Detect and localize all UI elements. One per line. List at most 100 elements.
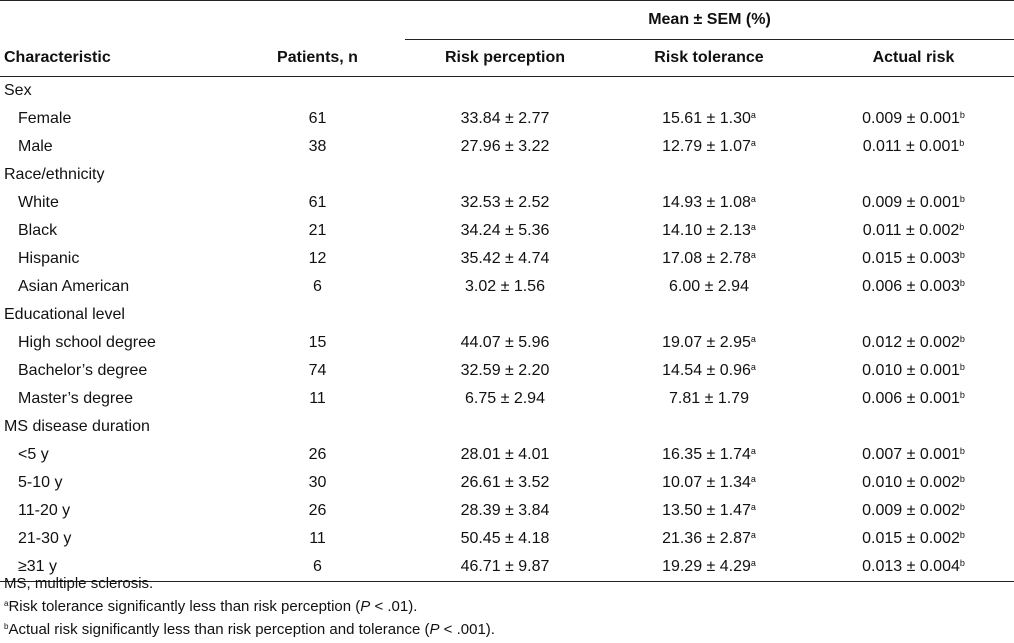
row-label: 5-10 y (0, 469, 230, 497)
risk-perception-value: 28.39 ± 3.84 (405, 497, 605, 525)
risk-tolerance-value-footnote-mark: a (750, 474, 756, 484)
table-row: 11-20 y 26 28.39 ± 3.84 13.50 ± 1.47a 0.009 … (0, 497, 1014, 525)
empty-cell (813, 161, 1014, 189)
category-label-text: Sex (4, 82, 32, 99)
risk-perception-value-text: 26.61 ± 3.52 (460, 474, 550, 491)
risk-tolerance-value-footnote-mark: a (750, 362, 756, 372)
table-row: Bachelor’s degree 74 32.59 ± 2.20 14.54 ± 0… (0, 357, 1014, 385)
risk-tolerance-value-footnote-mark: a (750, 194, 756, 204)
footnote-a: aRisk tolerance significantly less than … (4, 595, 495, 618)
row-label-text: <5 y (18, 446, 49, 463)
risk-tolerance-value: 16.35 ± 1.74a (605, 441, 813, 469)
column-header-characteristic: Characteristic (0, 39, 230, 77)
risk-tolerance-value-footnote-mark: a (750, 558, 756, 568)
actual-risk-value-footnote-mark: b (959, 530, 965, 540)
risk-tolerance-value: 14.54 ± 0.96a (605, 357, 813, 385)
risk-tolerance-value-footnote-mark: a (750, 334, 756, 344)
category-row: Race/ethnicity (0, 161, 1014, 189)
category-row: Sex (0, 77, 1014, 106)
risk-tolerance-value: 19.07 ± 2.95a (605, 329, 813, 357)
risk-tolerance-value-footnote-mark: a (750, 250, 756, 260)
footnote-a-p: P (360, 598, 371, 615)
actual-risk-value: 0.010 ± 0.001b (813, 357, 1014, 385)
actual-risk-value: 0.009 ± 0.001b (813, 105, 1014, 133)
patients-count: 30 (230, 469, 405, 497)
row-label-text: 21-30 y (18, 530, 72, 547)
risk-perception-value: 3.02 ± 1.56 (405, 273, 605, 301)
empty-cell (605, 413, 813, 441)
category-label-text: Race/ethnicity (4, 166, 105, 183)
risk-tolerance-value-footnote-mark: a (750, 446, 756, 456)
table-row: <5 y 26 28.01 ± 4.01 16.35 ± 1.74a 0.007 ± 0… (0, 441, 1014, 469)
table-row: ≥31 y 6 46.71 ± 9.87 19.29 ± 4.29a 0.013 ± 0… (0, 553, 1014, 582)
footnote-a-tail: < .01). (370, 598, 418, 615)
row-label: Male (0, 133, 230, 161)
risk-perception-value: 33.84 ± 2.77 (405, 105, 605, 133)
actual-risk-value: 0.015 ± 0.003b (813, 245, 1014, 273)
row-label: Black (0, 217, 230, 245)
footnote-b-p: P (429, 621, 440, 638)
risk-tolerance-value: 13.50 ± 1.47a (605, 497, 813, 525)
table-row: Asian American 6 3.02 ± 1.56 6.00 ± 2.94 0.0… (0, 273, 1014, 301)
actual-risk-value: 0.006 ± 0.003b (813, 273, 1014, 301)
empty-cell (230, 301, 405, 329)
row-label: <5 y (0, 441, 230, 469)
risk-perception-value-text: 33.84 ± 2.77 (460, 110, 550, 127)
patients-count: 11 (230, 525, 405, 553)
risk-perception-value: 34.24 ± 5.36 (405, 217, 605, 245)
table-row: Female 61 33.84 ± 2.77 15.61 ± 1.30a 0.009 ±… (0, 105, 1014, 133)
row-label: Female (0, 105, 230, 133)
actual-risk-value-footnote-mark: b (959, 362, 965, 372)
row-label-text: Black (18, 222, 58, 239)
risk-tolerance-value-text: 14.54 ± 0.96 (662, 362, 751, 379)
actual-risk-value: 0.007 ± 0.001b (813, 441, 1014, 469)
risk-tolerance-value: 15.61 ± 1.30a (605, 105, 813, 133)
actual-risk-value-footnote-mark: b (959, 558, 965, 568)
patients-count: 26 (230, 497, 405, 525)
risk-perception-value: 27.96 ± 3.22 (405, 133, 605, 161)
patients-count-text: 38 (308, 138, 327, 155)
row-label-text: Master’s degree (18, 390, 134, 407)
patients-count: 61 (230, 189, 405, 217)
column-header-risk-perception: Risk perception (405, 39, 605, 77)
category-row: Educational level (0, 301, 1014, 329)
patients-count-text: 6 (313, 278, 322, 295)
row-label: White (0, 189, 230, 217)
table-row: Hispanic 12 35.42 ± 4.74 17.08 ± 2.78a 0.015… (0, 245, 1014, 273)
table-row: 5-10 y 30 26.61 ± 3.52 10.07 ± 1.34a 0.010 ±… (0, 469, 1014, 497)
row-label-text: Asian American (18, 278, 130, 295)
row-label: Hispanic (0, 245, 230, 273)
table-row: Male 38 27.96 ± 3.22 12.79 ± 1.07a 0.011 ± 0… (0, 133, 1014, 161)
patients-count-text: 15 (308, 334, 327, 351)
risk-tolerance-value-text: 19.29 ± 4.29 (662, 558, 751, 575)
row-label-text: 11-20 y (18, 502, 71, 519)
risk-perception-value-text: 27.96 ± 3.22 (460, 138, 550, 155)
footnote-abbreviation: MS, multiple sclerosis. (4, 575, 154, 592)
empty-cell (813, 301, 1014, 329)
risk-tolerance-value: 7.81 ± 1.79 (605, 385, 813, 413)
actual-risk-value-text: 0.006 ± 0.001 (862, 390, 960, 407)
actual-risk-value: 0.015 ± 0.002b (813, 525, 1014, 553)
risk-perception-value: 50.45 ± 4.18 (405, 525, 605, 553)
patients-count: 26 (230, 441, 405, 469)
column-header-risk-tolerance: Risk tolerance (605, 39, 813, 77)
patients-count-text: 61 (308, 194, 327, 211)
risk-tolerance-value-footnote-mark: a (750, 138, 756, 148)
risk-tolerance-value-text: 12.79 ± 1.07 (662, 138, 751, 155)
actual-risk-value-footnote-mark: b (959, 250, 965, 260)
table-row: White 61 32.53 ± 2.52 14.93 ± 1.08a 0.009 ± … (0, 189, 1014, 217)
empty-cell (813, 413, 1014, 441)
column-header-patients: Patients, n (230, 39, 405, 77)
risk-perception-value: 6.75 ± 2.94 (405, 385, 605, 413)
actual-risk-value: 0.011 ± 0.002b (813, 217, 1014, 245)
category-label: MS disease duration (0, 413, 230, 441)
risk-perception-value-text: 35.42 ± 4.74 (460, 250, 550, 267)
category-label-text: MS disease duration (4, 418, 150, 435)
risk-tolerance-value-text: 19.07 ± 2.95 (662, 334, 751, 351)
actual-risk-value-footnote-mark: b (959, 222, 965, 232)
risk-perception-value-text: 50.45 ± 4.18 (460, 530, 550, 547)
patients-count: 38 (230, 133, 405, 161)
category-label-text: Educational level (4, 306, 125, 323)
patients-count-text: 21 (308, 222, 327, 239)
risk-tolerance-value-footnote-mark: a (750, 110, 756, 120)
